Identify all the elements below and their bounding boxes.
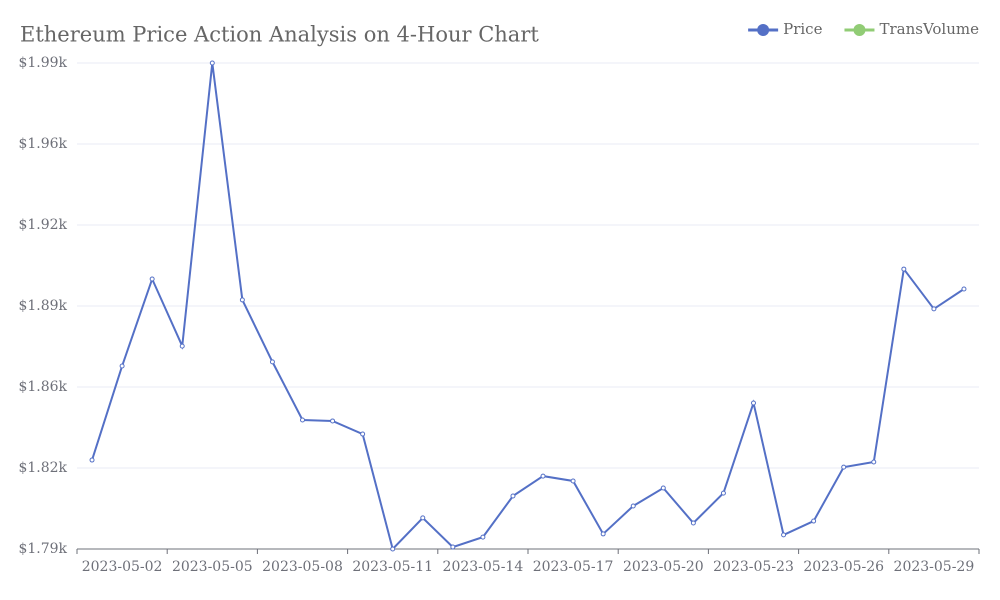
x-tick-label: 2023-05-23 [713, 559, 794, 575]
y-tick-label: $1.92k [18, 217, 67, 233]
y-tick-label: $1.96k [18, 136, 67, 152]
data-point [660, 485, 666, 491]
chart-title: Ethereum Price Action Analysis on 4-Hour… [20, 23, 539, 47]
data-point [811, 518, 817, 524]
x-tick-label: 2023-05-08 [262, 559, 343, 575]
x-tick-label: 2023-05-11 [352, 559, 433, 575]
x-tick-label: 2023-05-05 [172, 559, 253, 575]
data-point [871, 459, 877, 465]
data-point [450, 544, 456, 550]
data-point [630, 503, 636, 509]
price-line [91, 62, 965, 551]
data-point [480, 534, 486, 540]
legend-icon-dot [853, 24, 866, 36]
x-tick-label: 2023-05-29 [894, 559, 975, 575]
y-tick-label: $1.82k [18, 460, 67, 476]
data-point [901, 266, 907, 272]
data-point [119, 363, 125, 369]
data-point [269, 359, 275, 365]
x-tick-label: 2023-05-26 [803, 559, 884, 575]
data-point [961, 286, 967, 292]
data-point [420, 515, 426, 521]
data-point [931, 306, 937, 312]
data-point [209, 60, 215, 66]
x-tick-label: 2023-05-14 [443, 559, 524, 575]
data-point [690, 520, 696, 526]
data-point [300, 417, 305, 423]
data-point [751, 400, 756, 406]
data-point [570, 478, 576, 484]
data-point [149, 276, 155, 282]
data-point [841, 464, 847, 470]
x-tick-label: 2023-05-17 [533, 559, 614, 575]
y-tick-label: $1.89k [18, 298, 67, 314]
data-point [330, 418, 336, 424]
x-tick-label: 2023-05-02 [82, 559, 163, 575]
data-point [239, 297, 245, 303]
legend-label: TransVolume [879, 20, 979, 38]
x-tick-label: 2023-05-20 [623, 559, 704, 575]
y-tick-label: $1.99k [18, 55, 67, 71]
data-point [510, 493, 516, 499]
legend-label: Price [783, 20, 822, 38]
data-point [360, 431, 366, 437]
data-point [89, 457, 95, 463]
data-point [781, 532, 787, 538]
y-tick-label: $1.86k [18, 379, 67, 395]
data-point [390, 546, 396, 552]
data-point [720, 490, 726, 496]
y-tick-label: $1.79k [18, 541, 67, 557]
data-point [600, 531, 606, 537]
legend-icon-dot [757, 24, 770, 36]
data-point [179, 343, 185, 349]
data-point [540, 473, 546, 479]
